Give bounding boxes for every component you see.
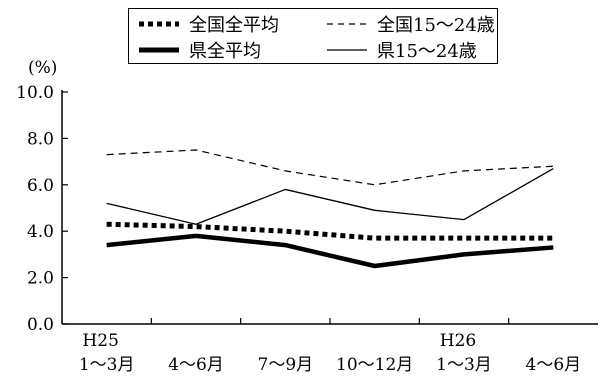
series-line-2	[106, 149, 554, 186]
x-era-label: H25	[82, 331, 118, 351]
legend-item-national-all: 全国全平均	[137, 13, 279, 36]
legend-item-pref-15-24: 県15～24歳	[325, 39, 477, 62]
x-tick-label: 4～6月	[526, 355, 582, 375]
y-tick-label: 0.0	[27, 315, 54, 335]
x-tick-label: 7～9月	[258, 355, 314, 375]
x-era-label: H26	[440, 331, 476, 351]
legend-label: 全国全平均	[189, 15, 279, 36]
series-line-1	[106, 221, 554, 241]
x-tick-label: 4～6月	[168, 355, 224, 375]
series-line-4	[106, 167, 554, 225]
y-tick-label: 6.0	[27, 176, 54, 196]
series-line-3	[106, 233, 554, 269]
x-tick-label: 10～12月	[336, 355, 413, 375]
y-tick-label: 2.0	[27, 269, 54, 289]
legend-label: 全国15～24歳	[377, 15, 495, 36]
x-tick-label: 1～3月	[436, 355, 492, 375]
legend-swatch-thick-dotted	[139, 21, 179, 27]
x-tick-label: 1～3月	[79, 355, 135, 375]
legend-label: 県全平均	[189, 41, 261, 62]
legend-swatch-thin-solid	[327, 49, 367, 51]
legend-swatch-thin-dashed	[327, 23, 367, 25]
y-tick-label: 10.0	[16, 83, 54, 103]
legend-item-pref-all: 県全平均	[137, 39, 261, 62]
y-tick-label: 4.0	[27, 222, 54, 242]
y-unit-label: (%)	[28, 58, 57, 78]
y-tick-label: 8.0	[27, 129, 54, 149]
legend-swatch-thick-solid	[139, 47, 179, 53]
legend-label: 県15～24歳	[377, 41, 477, 62]
legend-item-national-15-24: 全国15～24歳	[325, 13, 495, 36]
chart-legend: 全国全平均 全国15～24歳 県全平均 県15～24歳	[128, 8, 498, 64]
